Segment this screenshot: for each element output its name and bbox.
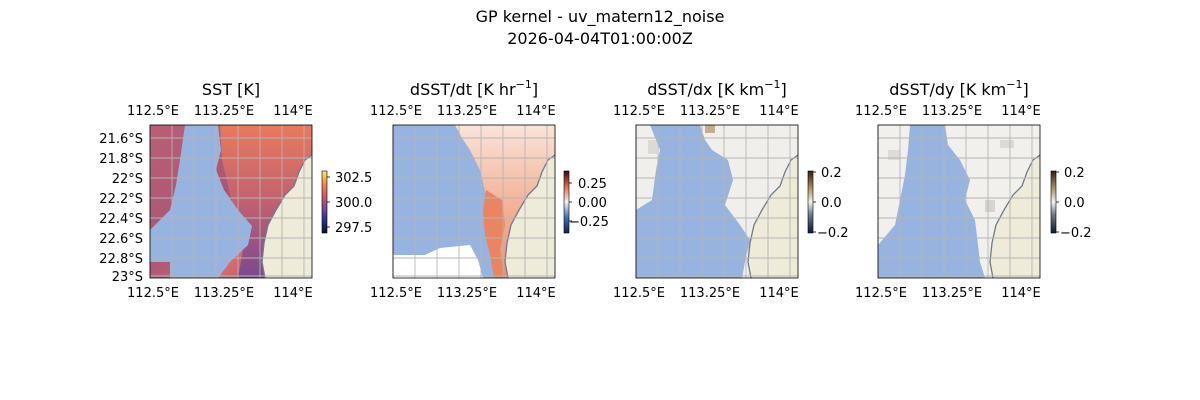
lat-tick-label: 22.6°S (99, 232, 143, 247)
colorbar-tick-label: −0.2 (1060, 226, 1092, 241)
lon-tick-label: 113.25°E (922, 286, 982, 301)
lon-tick-label: 112.5°E (613, 286, 665, 301)
lat-tick-label: 21.8°S (99, 152, 143, 167)
gradient-patch (888, 150, 900, 160)
map-axes (149, 124, 313, 279)
colorbar-tick-label: 0.0 (821, 196, 842, 211)
colorbar-tick-label: 0.2 (1064, 166, 1085, 181)
panel-dsst-dy: dSST/dy [K km−1] 112.5°E 113.25°E 114°E (855, 78, 1092, 301)
lon-tick-label: 112.5°E (127, 104, 179, 119)
colorbar-tick-label: −0.2 (817, 226, 849, 241)
colorbar-gradient (1050, 170, 1057, 234)
lon-tick-label: 112.5°E (370, 104, 422, 119)
top-lon-labels: 112.5°E 113.25°E 114°E (613, 104, 799, 119)
left-lat-labels: 21.6°S 21.8°S 22°S 22.2°S 22.4°S 22.6°S … (99, 132, 143, 285)
panel-dsst-dx: dSST/dx [K km−1] 112.5°E 113.25°E 1 (613, 78, 849, 301)
lat-tick-label: 22°S (112, 172, 143, 187)
lon-tick-label: 112.5°E (613, 104, 665, 119)
lon-tick-label: 112.5°E (127, 286, 179, 301)
lon-tick-label: 113.25°E (680, 286, 740, 301)
colorbar: 0.2 0.0 −0.2 (1050, 166, 1092, 241)
lon-tick-label: 114°E (273, 286, 313, 301)
colorbar-tick-label: 297.5 (335, 221, 372, 236)
lon-tick-label: 113.25°E (922, 104, 982, 119)
gradient-patch (1000, 140, 1014, 148)
colorbar: 0.2 0.0 −0.2 (807, 166, 849, 241)
figure-suptitle: GP kernel - uv_matern12_noise (476, 7, 725, 27)
map-axes (877, 124, 1041, 279)
lon-tick-label: 114°E (1001, 286, 1041, 301)
colorbar-gradient (321, 170, 328, 234)
nan-mask (878, 125, 985, 278)
axes-frame (877, 124, 1041, 279)
bottom-lon-labels: 112.5°E 113.25°E 114°E (370, 286, 556, 301)
panel-title: dSST/dx [K km−1] (647, 78, 786, 99)
colorbar: 0.25 0.00 −0.25 (563, 170, 609, 234)
lon-tick-label: 112.5°E (855, 286, 907, 301)
nan-mask (150, 125, 252, 278)
dt-warm-band (483, 190, 505, 278)
axes-frame (635, 124, 799, 279)
dt-ocean-bottom (393, 245, 483, 278)
panel-title: dSST/dt [K hr−1] (410, 78, 538, 99)
bottom-lon-labels: 112.5°E 113.25°E 114°E (855, 286, 1041, 301)
top-lon-labels: 112.5°E 113.25°E 114°E (855, 104, 1041, 119)
lat-tick-label: 23°S (112, 270, 143, 285)
lon-tick-label: 114°E (516, 286, 556, 301)
axes-frame (149, 124, 313, 279)
top-lon-labels: 112.5°E 113.25°E 114°E (370, 104, 556, 119)
gradient-patch (985, 200, 995, 212)
coastline (747, 154, 798, 278)
lon-tick-label: 113.25°E (437, 104, 497, 119)
lon-tick-label: 114°E (516, 104, 556, 119)
lon-tick-label: 112.5°E (855, 104, 907, 119)
lon-tick-label: 113.25°E (680, 104, 740, 119)
lat-tick-label: 22.8°S (99, 252, 143, 267)
colorbar-tick-label: 300.0 (335, 196, 372, 211)
lon-tick-label: 114°E (1001, 104, 1041, 119)
panel-sst: SST [K] 112.5°E 113.25°E 114°E 112.5°E 1 (99, 80, 372, 301)
lat-tick-label: 22.2°S (99, 192, 143, 207)
nan-mask (636, 125, 750, 278)
lat-tick-label: 21.6°S (99, 132, 143, 147)
land (262, 155, 312, 278)
colorbar-tick-label: 0.25 (578, 177, 607, 192)
colorbar-tick-label: 0.00 (578, 196, 607, 211)
map-axes (635, 124, 799, 279)
lon-tick-label: 112.5°E (370, 286, 422, 301)
gradient-patch (705, 125, 715, 133)
colorbar-gradient (807, 170, 814, 234)
colorbar-tick-label: 0.2 (821, 166, 842, 181)
top-lon-labels: 112.5°E 113.25°E 114°E (127, 104, 313, 119)
bottom-lon-labels: 112.5°E 113.25°E 114°E (127, 286, 313, 301)
axes-frame (392, 124, 556, 279)
gridlines (149, 125, 312, 278)
lon-tick-label: 113.25°E (194, 286, 254, 301)
colorbar-tick-label: 302.5 (335, 171, 372, 186)
land (505, 155, 555, 278)
figure-suptitle-time: 2026-04-04T01:00:00Z (507, 29, 693, 48)
panel-title: dSST/dy [K km−1] (889, 78, 1028, 99)
bottom-lon-labels: 112.5°E 113.25°E 114°E (613, 286, 799, 301)
coastline (261, 154, 312, 278)
lon-tick-label: 113.25°E (194, 104, 254, 119)
map-axes (392, 124, 556, 279)
panel-dsst-dt: dSST/dt [K hr−1] 112.5°E 113.25°E 114°E (370, 78, 609, 301)
panel-title: SST [K] (202, 80, 260, 99)
coastline (504, 154, 555, 278)
colorbar: 302.5 300.0 297.5 (321, 170, 372, 236)
gridlines (635, 125, 798, 278)
land (748, 155, 798, 278)
lat-tick-label: 22.4°S (99, 212, 143, 227)
lon-tick-label: 114°E (759, 286, 799, 301)
gradient-patch (648, 140, 657, 154)
lon-tick-label: 113.25°E (437, 286, 497, 301)
land (990, 155, 1040, 278)
lon-tick-label: 114°E (759, 104, 799, 119)
colorbar-tick-label: −0.25 (569, 215, 609, 230)
lon-tick-label: 114°E (273, 104, 313, 119)
coastline (989, 154, 1040, 278)
colorbar-tick-label: 0.0 (1064, 196, 1085, 211)
